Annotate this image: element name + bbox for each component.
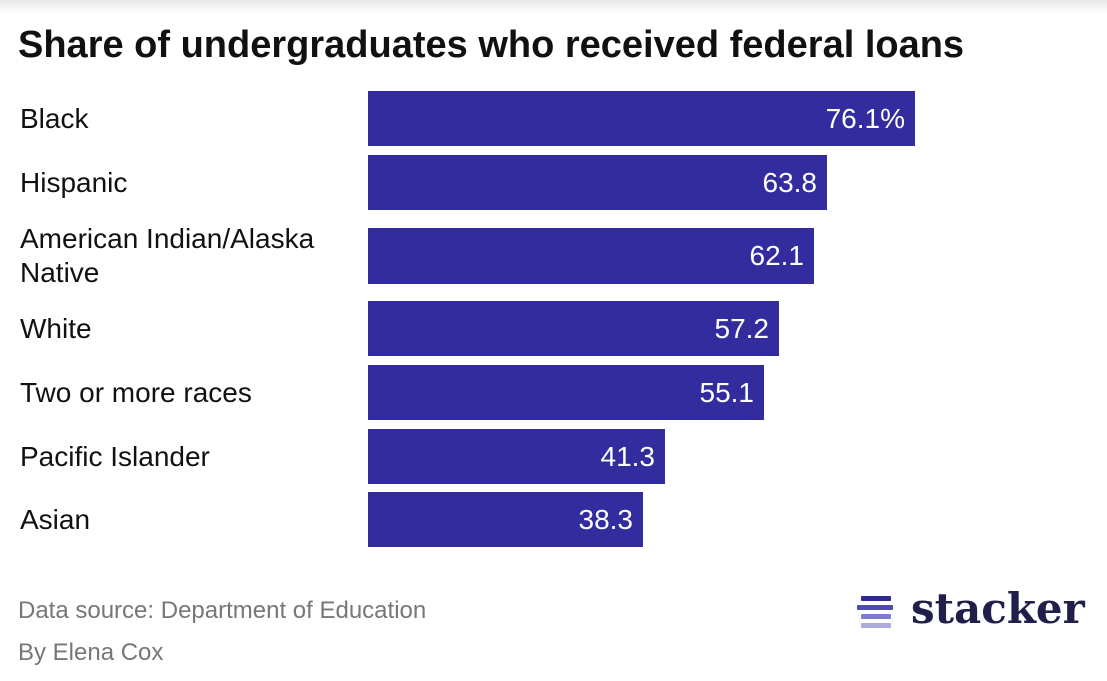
bar-value-label: 57.2 bbox=[714, 312, 770, 344]
bar: 57.2 bbox=[368, 301, 779, 356]
category-label: Two or more races bbox=[20, 376, 252, 408]
bar: 63.8 bbox=[368, 155, 827, 210]
bar: 41.3 bbox=[368, 429, 665, 484]
logo-line bbox=[861, 623, 891, 628]
data-source: Data source: Department of Education bbox=[18, 597, 427, 624]
logo-line bbox=[861, 614, 891, 619]
stacker-logo: stacker bbox=[857, 585, 1092, 637]
bar: 76.1% bbox=[368, 91, 915, 146]
bar-value-label: 38.3 bbox=[578, 503, 634, 535]
chart-title: Share of undergraduates who received fed… bbox=[18, 24, 965, 66]
byline: By Elena Cox bbox=[18, 639, 164, 666]
bar-value-label: 62.1 bbox=[749, 240, 805, 271]
bar: 55.1 bbox=[368, 365, 764, 420]
logo-line bbox=[861, 596, 891, 601]
logo-wordmark: stacker bbox=[911, 584, 1085, 633]
bar-value-label: 55.1 bbox=[699, 376, 755, 408]
category-label: Black bbox=[20, 102, 89, 134]
category-label: White bbox=[20, 312, 92, 344]
bar-value-label: 63.8 bbox=[762, 166, 818, 198]
category-label: Asian bbox=[20, 503, 91, 535]
bar-value-label: 76.1% bbox=[825, 102, 905, 134]
category-label: Pacific Islander bbox=[20, 440, 210, 472]
category-label: Hispanic bbox=[20, 166, 128, 198]
stacker-lines-icon bbox=[857, 594, 897, 630]
bar: 62.1 bbox=[368, 228, 814, 284]
bar: 38.3 bbox=[368, 492, 643, 547]
bar-value-label: 41.3 bbox=[600, 440, 656, 472]
category-label: American Indian/Alaska Native bbox=[20, 223, 315, 288]
logo-line bbox=[857, 605, 893, 610]
